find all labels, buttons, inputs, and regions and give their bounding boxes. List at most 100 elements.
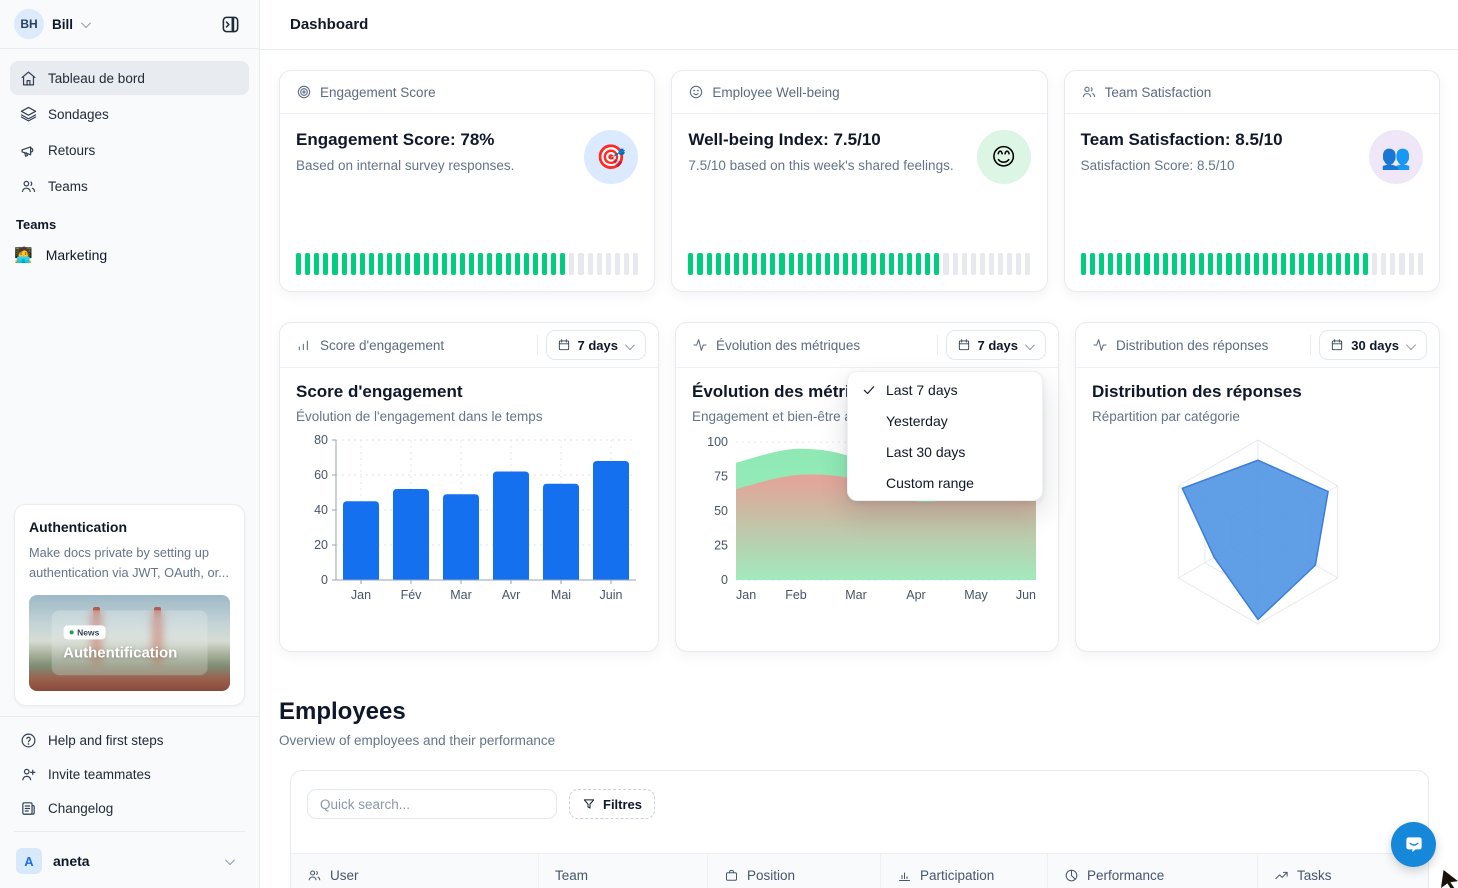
- card-body: Team Satisfaction: 8.5/10 Satisfaction S…: [1065, 114, 1439, 200]
- stats-row: Engagement Score Engagement Score: 78% B…: [279, 70, 1440, 292]
- progress-segment: [779, 253, 785, 275]
- svg-text:20: 20: [314, 538, 328, 552]
- main-area: Dashboard Engagement Score Engagement Sc…: [260, 0, 1458, 888]
- sidebar-item-sondages[interactable]: Sondages: [10, 97, 249, 131]
- progress-segment: [441, 253, 447, 275]
- column-header-participation[interactable]: Participation: [881, 854, 1048, 888]
- progress-segment: [952, 253, 958, 275]
- workspace-switcher[interactable]: A aneta: [10, 838, 249, 888]
- intercom-chat-button[interactable]: [1391, 822, 1436, 867]
- workspace-avatar: A: [16, 848, 42, 874]
- menu-item-yesterday[interactable]: Yesterday: [848, 405, 1042, 436]
- invite-icon: [22, 768, 36, 780]
- nav-label: Retours: [48, 142, 96, 158]
- range-label: 7 days: [977, 337, 1018, 353]
- users-icon: [1082, 86, 1095, 98]
- progress-segment: [469, 253, 475, 275]
- chevron-down-icon[interactable]: [81, 17, 91, 28]
- news-badge: News: [63, 624, 106, 639]
- card-header-label: Employee Well-being: [712, 84, 840, 100]
- sidebar-item-retours[interactable]: Retours: [10, 133, 249, 167]
- changelog-icon: [22, 801, 35, 815]
- megaphone-icon: [21, 145, 34, 157]
- stat-title: Engagement Score: 78%: [296, 130, 495, 149]
- search-input[interactable]: [307, 789, 557, 819]
- card-body: Well-being Index: 7.5/10 7.5/10 based on…: [672, 114, 1046, 200]
- card-header: Engagement Score: [280, 71, 655, 114]
- progress-segment: [788, 253, 794, 275]
- metrics-evolution-card: Évolution des métriques 7 days Évolution…: [675, 322, 1059, 652]
- progress-segment: [478, 253, 484, 275]
- sidebar-item-invite[interactable]: Invite teammates: [10, 757, 249, 791]
- progress-segment: [368, 253, 374, 275]
- menu-item-last-30-days[interactable]: Last 30 days: [848, 436, 1042, 467]
- team-satisfaction-card: Team Satisfaction Team Satisfaction: 8.5…: [1063, 70, 1440, 292]
- progress-segment: [1253, 253, 1259, 275]
- progress-segment: [1417, 253, 1423, 275]
- progress-segment: [405, 253, 411, 275]
- menu-item-custom-range[interactable]: Custom range: [848, 467, 1042, 498]
- svg-text:Jun: Jun: [1016, 588, 1036, 602]
- chart-header-label: Score d'engagement: [320, 337, 445, 353]
- progress-segment: [1016, 253, 1022, 275]
- date-range-button[interactable]: 7 days: [545, 330, 646, 360]
- bar-chart-icon: [899, 872, 910, 881]
- help-icon: [21, 733, 36, 747]
- nav-label: Tableau de bord: [48, 70, 145, 86]
- column-header-team[interactable]: Team: [539, 854, 708, 888]
- sidebar-item-changelog[interactable]: Changelog: [10, 791, 249, 825]
- svg-text:80: 80: [314, 433, 328, 447]
- nav-label: Changelog: [48, 800, 114, 816]
- column-header-position[interactable]: Position: [708, 854, 881, 888]
- sidebar-item-teams[interactable]: Teams: [10, 169, 249, 203]
- sidebar-item-marketing[interactable]: 🧑‍💻 Marketing: [0, 238, 259, 272]
- progress-segment: [1007, 253, 1013, 275]
- progress-segment: [432, 253, 438, 275]
- team-label: Marketing: [45, 247, 108, 263]
- busts-emoji-icon: 👥: [1369, 130, 1423, 184]
- svg-text:Mar: Mar: [845, 588, 867, 602]
- engagement-score-card: Engagement Score Engagement Score: 78% B…: [279, 70, 656, 292]
- progress-segment: [569, 253, 575, 275]
- promo-image[interactable]: News Authentification: [29, 595, 230, 691]
- menu-item-last-7-days[interactable]: Last 7 days: [848, 374, 1042, 405]
- promo-image-label: Authentification: [63, 643, 178, 661]
- progress-segment: [861, 253, 867, 275]
- progress-segment: [824, 253, 831, 275]
- svg-text:Mai: Mai: [551, 588, 571, 602]
- progress-segment: [1162, 253, 1168, 275]
- pie-chart-icon: [1065, 869, 1078, 881]
- progress-segment: [970, 253, 976, 275]
- progress-segment: [1308, 253, 1314, 275]
- range-label: 7 days: [577, 337, 618, 353]
- user-avatar[interactable]: BH: [14, 9, 44, 39]
- progress-segment: [1326, 253, 1332, 275]
- column-header-user[interactable]: User: [291, 854, 539, 888]
- progress-segment: [916, 253, 922, 275]
- date-range-button[interactable]: 30 days: [1319, 330, 1427, 360]
- progress-segment: [551, 253, 557, 275]
- progress-segment: [943, 253, 949, 275]
- sidebar-item-tableau-de-bord[interactable]: Tableau de bord: [10, 61, 249, 95]
- card-header-label: Team Satisfaction: [1104, 84, 1212, 100]
- progress-segment: [514, 253, 520, 275]
- svg-text:Jan: Jan: [736, 588, 756, 602]
- progress-segment: [1244, 253, 1250, 275]
- column-header-performance[interactable]: Performance: [1048, 854, 1258, 888]
- progress-wrap: [280, 253, 654, 291]
- sidebar-item-help[interactable]: Help and first steps: [10, 723, 249, 757]
- progress-segment: [1135, 253, 1141, 275]
- svg-text:Jan: Jan: [351, 588, 371, 602]
- collapse-sidebar-button[interactable]: [215, 9, 245, 39]
- progress-segment: [961, 253, 967, 275]
- user-name[interactable]: Bill: [52, 16, 74, 32]
- smile-icon: [690, 85, 703, 99]
- card-header-label: Engagement Score: [320, 84, 436, 100]
- date-range-button[interactable]: 7 days: [945, 330, 1046, 360]
- authentication-promo-card[interactable]: Authentication Make docs private by sett…: [14, 504, 245, 706]
- progress-segment: [396, 253, 402, 275]
- column-header-tasks[interactable]: Tasks: [1258, 854, 1428, 888]
- filters-button[interactable]: Filtres: [569, 789, 656, 819]
- progress-wrap: [1065, 253, 1439, 291]
- chart-title: Distribution des réponses: [1092, 382, 1302, 401]
